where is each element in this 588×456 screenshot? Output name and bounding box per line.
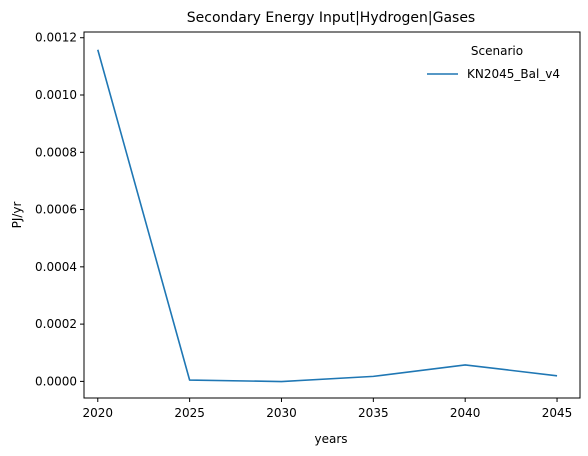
series-line	[97, 49, 558, 383]
chart-title: Secondary Energy Input|Hydrogen|Gases	[187, 10, 475, 26]
y-tick-label: 0.0000	[35, 374, 77, 388]
x-tick-label: 2035	[358, 406, 389, 420]
x-axis: 2020 2025 2030 2035 2040 2045	[83, 398, 573, 420]
y-tick-label: 0.0006	[35, 203, 77, 217]
x-tick-label: 2030	[266, 406, 297, 420]
y-tick-label: 0.0012	[35, 31, 77, 45]
x-tick-label: 2020	[83, 406, 114, 420]
y-tick-label: 0.0004	[35, 260, 77, 274]
y-tick-label: 0.0002	[35, 317, 77, 331]
legend-label: KN2045_Bal_v4	[467, 67, 560, 81]
x-tick-label: 2040	[450, 406, 481, 420]
plot-area	[83, 31, 581, 399]
x-tick-label: 2025	[174, 406, 205, 420]
x-tick-label: 2045	[542, 406, 573, 420]
series-lines	[97, 49, 558, 383]
x-axis-label: years	[314, 432, 347, 446]
legend-title: Scenario	[471, 44, 523, 58]
y-tick-label: 0.0008	[35, 145, 77, 159]
y-tick-label: 0.0010	[35, 88, 77, 102]
y-axis-label: PJ/yr	[10, 202, 24, 229]
legend: Scenario KN2045_Bal_v4	[427, 44, 560, 81]
y-axis: 0.0000 0.0002 0.0004 0.0006 0.0008 0.0010 0.00…	[35, 31, 84, 388]
